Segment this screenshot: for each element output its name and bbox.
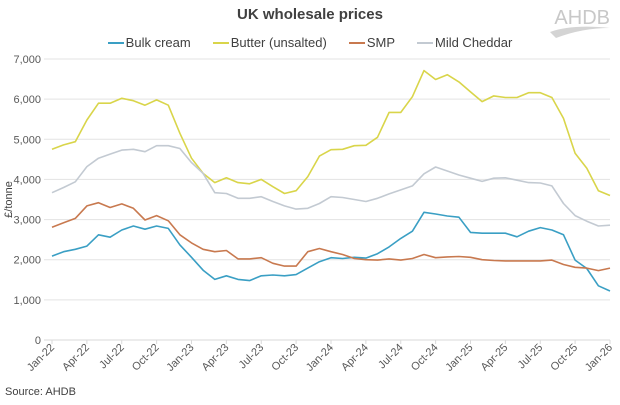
y-axis-label: £/tonne xyxy=(3,181,15,218)
x-tick-label: Jan-26 xyxy=(583,342,615,374)
x-tick-label: Jul-23 xyxy=(237,342,267,372)
legend-label: Bulk cream xyxy=(125,35,191,50)
y-tick-label: 7,000 xyxy=(13,54,41,66)
y-tick-label: 3,000 xyxy=(13,215,41,227)
chart-legend: Bulk cream Butter (unsalted) SMP Mild Ch… xyxy=(0,35,620,50)
x-tick-label: Oct-25 xyxy=(548,342,580,374)
x-tick-label: Jan-24 xyxy=(304,342,336,374)
legend-item-butter: Butter (unsalted) xyxy=(212,35,327,50)
legend-label: Mild Cheddar xyxy=(434,35,513,50)
x-tick-label: Oct-22 xyxy=(130,342,162,374)
x-tick-label: Jul-22 xyxy=(97,342,127,372)
x-tick-label: Jan-25 xyxy=(443,342,475,374)
legend-item-bulk-cream: Bulk cream xyxy=(107,35,191,50)
x-tick-label: Jul-24 xyxy=(376,342,406,372)
series-line-bulk-cream xyxy=(51,211,611,292)
ahdb-logo: AHDB xyxy=(550,7,610,38)
legend-swatch xyxy=(416,41,433,44)
y-tick-label: 5,000 xyxy=(13,134,41,146)
x-tick-label: Apr-22 xyxy=(60,342,92,374)
legend-swatch xyxy=(107,41,124,44)
series-line-mild-cheddar xyxy=(51,144,611,227)
x-tick-label: Jan-23 xyxy=(164,342,196,374)
legend-item-mild-cheddar: Mild Cheddar xyxy=(416,35,513,50)
legend-label: SMP xyxy=(366,35,395,50)
x-tick-label: Jul-25 xyxy=(516,342,546,372)
legend-label: Butter (unsalted) xyxy=(230,35,327,50)
legend-item-smp: SMP xyxy=(348,35,395,50)
svg-text:AHDB: AHDB xyxy=(554,7,610,29)
y-tick-label: 0 xyxy=(35,335,41,347)
y-tick-label: 6,000 xyxy=(13,94,41,106)
x-tick-label: Apr-23 xyxy=(200,342,232,374)
legend-swatch xyxy=(348,41,365,44)
x-tick-label: Oct-23 xyxy=(269,342,301,374)
x-tick-label: Oct-24 xyxy=(409,342,441,374)
chart-title: UK wholesale prices xyxy=(237,6,383,23)
series-line-butter-unsalted xyxy=(51,69,611,197)
y-tick-label: 4,000 xyxy=(13,174,41,186)
source-note: Source: AHDB xyxy=(5,386,76,398)
y-tick-label: 2,000 xyxy=(13,255,41,267)
series-line-smp xyxy=(51,201,611,272)
x-tick-label: Apr-25 xyxy=(479,342,511,374)
x-tick-label: Apr-24 xyxy=(339,342,371,374)
y-tick-label: 1,000 xyxy=(13,295,41,307)
legend-swatch xyxy=(212,41,229,44)
